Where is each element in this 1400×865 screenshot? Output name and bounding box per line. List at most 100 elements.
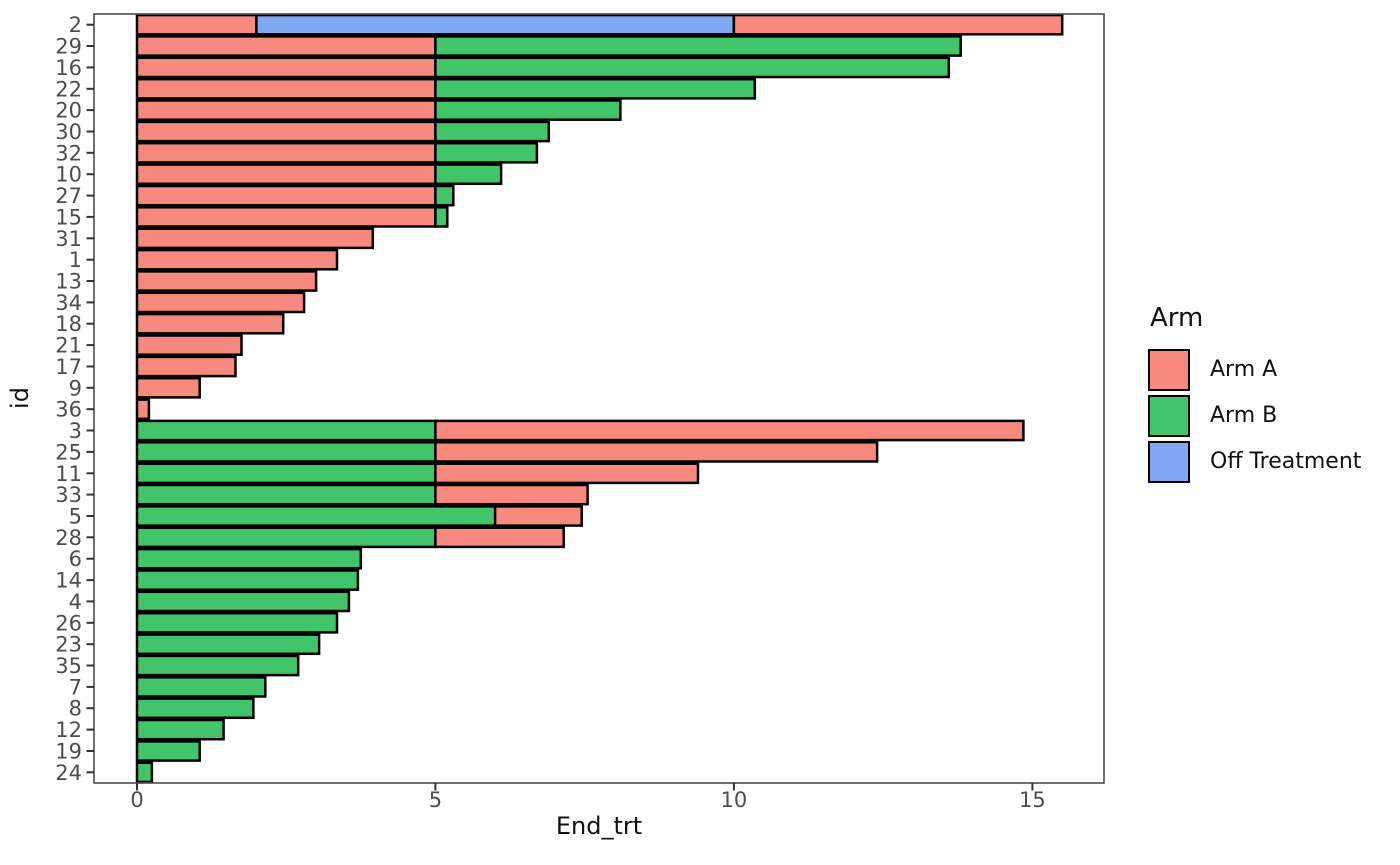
legend-label: Arm B: [1210, 403, 1278, 429]
bar-segment-id-7: [135, 676, 267, 698]
bar-segment-id-17: [135, 355, 237, 378]
y-tick-label: 18: [55, 312, 82, 336]
y-tick-label: 1: [69, 248, 82, 272]
bar-segment-id-9: [135, 376, 201, 399]
bar-segment-id-12: [135, 718, 225, 741]
bar-segment-id-33: [135, 483, 437, 506]
bar-segment-id-24: [135, 761, 154, 784]
y-tick-label: 10: [55, 163, 82, 187]
y-axis-title: id: [6, 387, 34, 409]
bar-segment-id-2: [732, 13, 1064, 36]
y-tick-label: 24: [55, 761, 82, 785]
legend-swatch: [1148, 440, 1190, 483]
bar-segment-id-6: [135, 547, 363, 570]
bar-segment-id-28: [135, 526, 437, 549]
y-tick-label: 15: [55, 205, 82, 229]
bar-segment-id-20: [434, 99, 622, 121]
legend-entry: Off Treatment: [1148, 440, 1362, 483]
y-tick-label: 31: [55, 227, 82, 251]
bar-segment-id-34: [135, 291, 306, 314]
y-tick-label: 32: [55, 141, 82, 165]
y-tick-label: 13: [55, 270, 82, 294]
bar-segment-id-3: [135, 419, 437, 442]
legend-swatch: [1148, 394, 1190, 437]
x-tick-label: 10: [721, 788, 748, 812]
bar-segment-id-22: [434, 77, 757, 100]
x-axis-ticks: 0 5 10 15: [130, 783, 1046, 812]
bar-segment-id-8: [135, 697, 255, 720]
bar-segment-id-2: [135, 13, 258, 36]
bar-segment-id-36: [135, 398, 151, 421]
legend-entries: Arm A Arm B Off Treatment: [1148, 348, 1362, 487]
bar-segment-id-11: [434, 462, 700, 485]
y-tick-label: 17: [55, 355, 82, 379]
legend-label: Off Treatment: [1210, 449, 1362, 475]
y-tick-label: 33: [55, 483, 82, 507]
bar-segment-id-16: [434, 56, 951, 79]
bar-segment-id-29: [434, 35, 962, 57]
bar-segment-id-32: [434, 141, 539, 164]
bar-segment-id-25: [434, 441, 879, 463]
y-tick-label: 11: [55, 462, 82, 486]
y-axis-ticks: 2291622203032102715311133418211793632511…: [55, 13, 94, 785]
y-tick-label: 27: [55, 184, 82, 208]
bar-segment-id-19: [135, 740, 201, 762]
y-tick-label: 7: [69, 675, 82, 699]
bar-segment-id-25: [135, 441, 437, 463]
bar-segment-id-22: [135, 77, 437, 100]
bar-segment-id-35: [135, 654, 300, 677]
y-tick-label: 5: [69, 505, 82, 529]
y-tick-label: 4: [69, 590, 82, 614]
y-tick-label: 30: [55, 120, 82, 144]
bar-segment-id-5: [135, 505, 497, 527]
y-tick-label: 36: [55, 398, 82, 422]
bar-segment-id-5: [493, 505, 583, 527]
bar-segment-id-29: [135, 35, 437, 57]
legend-label: Arm A: [1210, 357, 1278, 383]
bar-segment-id-16: [135, 56, 437, 79]
bar-segment-id-15: [135, 206, 437, 228]
legend: Arm Arm A Arm B Off Treatment: [1148, 304, 1361, 487]
bar-segment-id-33: [434, 483, 589, 506]
bar-segment-id-23: [135, 633, 321, 656]
x-tick-label: 15: [1019, 788, 1046, 812]
bar-segment-id-13: [135, 270, 318, 292]
y-tick-label: 34: [55, 291, 82, 315]
y-tick-label: 25: [55, 440, 82, 464]
y-tick-label: 3: [69, 419, 82, 443]
bar-segment-id-1: [135, 248, 339, 271]
bar-segment-id-10: [434, 163, 503, 186]
bar-segment-id-26: [135, 611, 339, 634]
y-tick-label: 8: [69, 697, 82, 721]
y-tick-label: 2: [69, 13, 82, 37]
y-tick-label: 23: [55, 633, 82, 657]
y-tick-label: 21: [55, 334, 82, 358]
bar-segment-id-15: [434, 206, 449, 228]
x-tick-label: 0: [130, 788, 143, 812]
bar-segment-id-20: [135, 99, 437, 121]
panel-border: [93, 13, 1105, 784]
y-tick-label: 12: [55, 718, 82, 742]
legend-entry: Arm B: [1148, 394, 1361, 437]
y-tick-label: 22: [55, 77, 82, 101]
x-tick-label: 5: [429, 788, 442, 812]
bar-segment-id-28: [434, 526, 565, 549]
x-axis-title: End_trt: [556, 812, 642, 840]
bar-segment-id-11: [135, 462, 437, 485]
bar-segment-id-30: [135, 120, 437, 143]
bar-segment-id-18: [135, 312, 285, 335]
y-tick-label: 26: [55, 611, 82, 635]
bar-segment-id-4: [135, 590, 351, 613]
bar-segment-id-21: [135, 334, 243, 356]
legend-swatch: [1148, 348, 1190, 391]
y-tick-label: 9: [69, 376, 82, 400]
legend-entry: Arm A: [1148, 348, 1361, 391]
bars-group: [135, 13, 1064, 784]
y-tick-label: 6: [69, 547, 82, 571]
y-tick-label: 16: [55, 56, 82, 80]
legend-title: Arm: [1150, 303, 1204, 333]
bar-segment-id-31: [135, 227, 375, 250]
bar-segment-id-27: [434, 184, 455, 207]
y-tick-label: 14: [55, 569, 82, 593]
